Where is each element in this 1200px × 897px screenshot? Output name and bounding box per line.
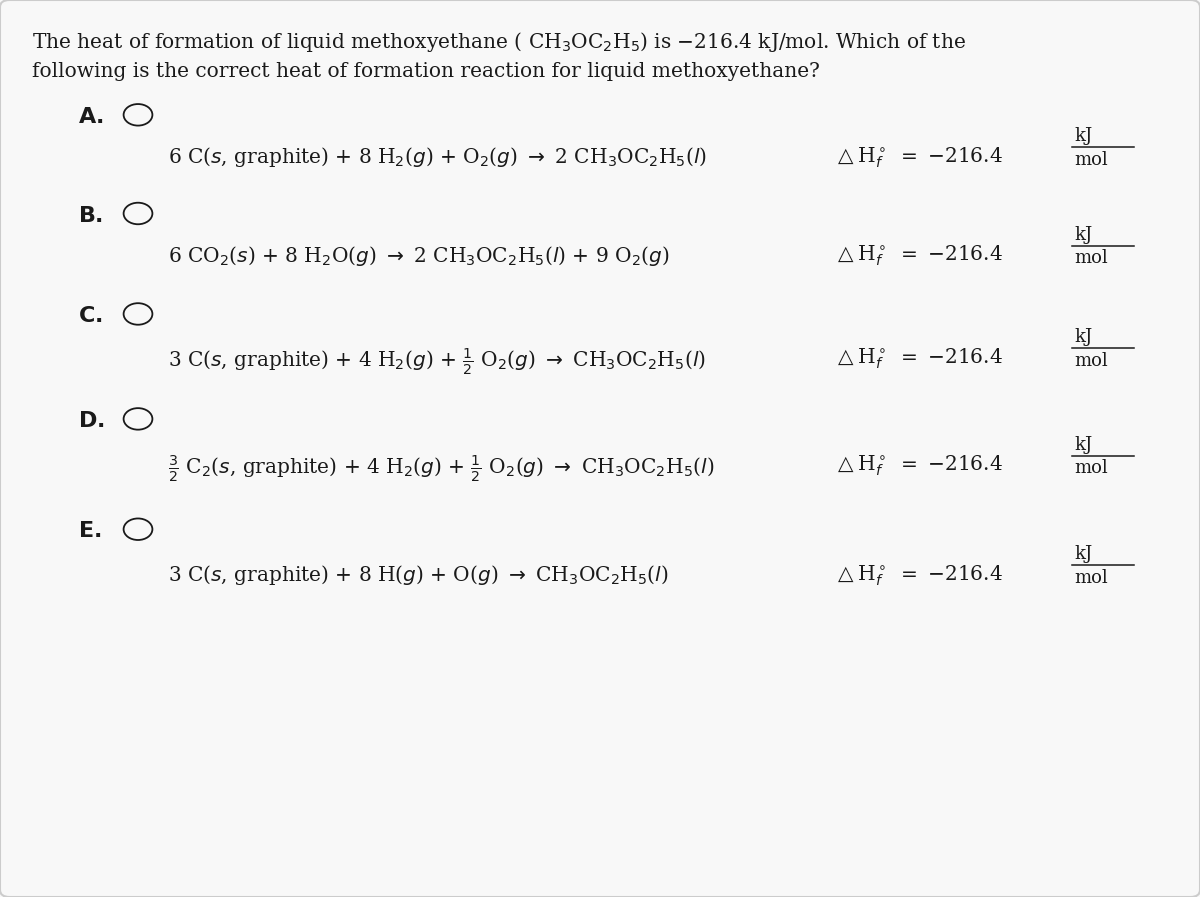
Text: kJ: kJ	[1074, 436, 1092, 454]
Text: $\mathbf{D.}$: $\mathbf{D.}$	[78, 410, 104, 432]
Text: $\mathbf{E.}$: $\mathbf{E.}$	[78, 520, 101, 543]
Text: mol: mol	[1074, 151, 1108, 169]
Text: 3 C($s$, graphite) + 4 H$_2$($g$) + $\frac{1}{2}$ O$_2$($g$) $\rightarrow$ CH$_3: 3 C($s$, graphite) + 4 H$_2$($g$) + $\fr…	[168, 346, 706, 377]
Text: $\triangle$H$^\circ_f$ $=$ $-$216.4: $\triangle$H$^\circ_f$ $=$ $-$216.4	[834, 244, 1003, 268]
Text: kJ: kJ	[1074, 226, 1092, 244]
Text: $\triangle$H$^\circ_f$ $=$ $-$216.4: $\triangle$H$^\circ_f$ $=$ $-$216.4	[834, 454, 1003, 478]
Text: $\triangle$H$^\circ_f$ $=$ $-$216.4: $\triangle$H$^\circ_f$ $=$ $-$216.4	[834, 145, 1003, 170]
Text: 3 C($s$, graphite) + 8 H($g$) + O($g$) $\rightarrow$ CH$_3$OC$_2$H$_5$($l$): 3 C($s$, graphite) + 8 H($g$) + O($g$) $…	[168, 563, 668, 588]
Text: 6 CO$_2$($s$) + 8 H$_2$O($g$) $\rightarrow$ 2 CH$_3$OC$_2$H$_5$($l$) + 9 O$_2$($: 6 CO$_2$($s$) + 8 H$_2$O($g$) $\rightarr…	[168, 244, 670, 268]
Text: $\triangle$H$^\circ_f$ $=$ $-$216.4: $\triangle$H$^\circ_f$ $=$ $-$216.4	[834, 346, 1003, 370]
Text: $\frac{3}{2}$ C$_2$($s$, graphite) + 4 H$_2$($g$) + $\frac{1}{2}$ O$_2$($g$) $\r: $\frac{3}{2}$ C$_2$($s$, graphite) + 4 H…	[168, 454, 714, 484]
Text: $\triangle$H$^\circ_f$ $=$ $-$216.4: $\triangle$H$^\circ_f$ $=$ $-$216.4	[834, 563, 1003, 588]
Text: mol: mol	[1074, 459, 1108, 477]
Text: following is the correct heat of formation reaction for liquid methoxyethane?: following is the correct heat of formati…	[32, 62, 821, 81]
Text: mol: mol	[1074, 249, 1108, 267]
Text: kJ: kJ	[1074, 127, 1092, 145]
Text: kJ: kJ	[1074, 328, 1092, 346]
Text: 6 C($s$, graphite) + 8 H$_2$($g$) + O$_2$($g$) $\rightarrow$ 2 CH$_3$OC$_2$H$_5$: 6 C($s$, graphite) + 8 H$_2$($g$) + O$_2…	[168, 145, 707, 170]
Text: $\mathbf{C.}$: $\mathbf{C.}$	[78, 305, 102, 327]
Text: $\mathbf{B.}$: $\mathbf{B.}$	[78, 205, 103, 227]
Text: mol: mol	[1074, 352, 1108, 370]
Text: mol: mol	[1074, 569, 1108, 587]
Text: kJ: kJ	[1074, 545, 1092, 563]
Text: $\mathbf{A.}$: $\mathbf{A.}$	[78, 106, 103, 128]
Text: The heat of formation of liquid methoxyethane ( CH$_3$OC$_2$H$_5$) is $-$216.4 k: The heat of formation of liquid methoxye…	[32, 30, 966, 55]
